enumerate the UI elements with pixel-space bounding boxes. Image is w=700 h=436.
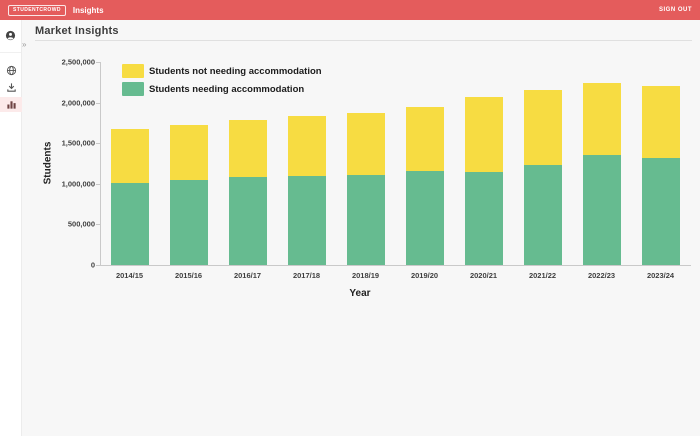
- y-tick-mark: [96, 102, 100, 104]
- sidebar: [0, 20, 22, 436]
- x-tick-label: 2015/16: [174, 271, 203, 280]
- bar-segment-not-needing[interactable]: [523, 89, 562, 166]
- y-axis-line: [100, 62, 101, 266]
- x-tick-label: 2017/18: [292, 271, 321, 280]
- sidebar-expand-chevron-icon[interactable]: »: [22, 40, 27, 49]
- app-name: Insights: [72, 5, 104, 15]
- x-tick-label: 2023/24: [646, 271, 675, 280]
- bar-segment-needing[interactable]: [169, 179, 208, 265]
- bar-segment-not-needing[interactable]: [110, 128, 149, 183]
- x-tick-label: 2022/23: [587, 271, 616, 280]
- x-tick-label: 2021/22: [528, 271, 557, 280]
- studentcrowd-logo[interactable]: STUDENTCROWD: [8, 4, 66, 16]
- x-axis-title: Year: [349, 288, 371, 299]
- y-tick-label: 500,000: [67, 219, 95, 229]
- x-tick-label: 2020/21: [469, 271, 498, 280]
- x-tick-label: 2018/19: [351, 271, 380, 280]
- bar-segment-not-needing[interactable]: [405, 107, 444, 171]
- bar-segment-needing[interactable]: [228, 177, 267, 265]
- bar-chart-icon[interactable]: [0, 97, 22, 112]
- y-tick-label: 2,000,000: [61, 98, 95, 108]
- bar-segment-not-needing[interactable]: [641, 86, 680, 158]
- bar-segment-needing[interactable]: [346, 174, 385, 265]
- legend-label: Students needing accommodation: [149, 83, 305, 95]
- globe-icon: [6, 65, 16, 76]
- app-header: STUDENTCROWD Insights SIGN OUT: [0, 0, 700, 20]
- bar-segment-needing[interactable]: [582, 155, 621, 265]
- y-tick-mark: [96, 62, 100, 63]
- bar-segment-needing[interactable]: [523, 165, 562, 265]
- bar-segment-not-needing[interactable]: [287, 116, 326, 177]
- x-axis-line: [100, 265, 691, 266]
- bar-segment-needing[interactable]: [641, 157, 680, 265]
- bar-segment-needing[interactable]: [464, 172, 503, 265]
- bar-segment-not-needing[interactable]: [582, 83, 621, 156]
- account-icon: [5, 30, 16, 41]
- chart-legend: Students not needing accommodation Studen…: [122, 62, 322, 98]
- y-tick-label: 1,500,000: [61, 138, 95, 148]
- bar-segment-needing[interactable]: [110, 182, 149, 265]
- bar-segment-not-needing[interactable]: [464, 96, 503, 173]
- bar-segment-needing[interactable]: [405, 170, 444, 265]
- bar-chart-icon: [6, 101, 16, 109]
- y-tick-label: 1,000,000: [61, 179, 95, 189]
- bar-segment-not-needing[interactable]: [346, 113, 385, 175]
- account-icon[interactable]: [0, 28, 21, 43]
- sidebar-account-section: [0, 20, 21, 53]
- legend-label: Students not needing accommodation: [149, 65, 322, 77]
- sign-out-button[interactable]: SIGN OUT: [658, 7, 692, 13]
- x-tick-label: 2019/20: [410, 271, 439, 280]
- x-tick-label: 2016/17: [233, 271, 262, 280]
- globe-icon[interactable]: [0, 63, 22, 78]
- y-tick-mark: [96, 143, 100, 145]
- legend-item[interactable]: Students needing accommodation: [122, 80, 322, 98]
- y-tick-label: 0: [90, 260, 95, 270]
- bar-segment-not-needing[interactable]: [228, 120, 267, 178]
- y-tick-mark: [96, 183, 100, 185]
- legend-item[interactable]: Students not needing accommodation: [122, 62, 322, 80]
- y-tick-mark: [96, 224, 100, 226]
- legend-swatch: [122, 82, 144, 96]
- title-divider: [35, 40, 692, 41]
- y-tick-label: 2,500,000: [61, 57, 95, 67]
- legend-swatch: [122, 64, 144, 78]
- download-icon: [6, 83, 16, 92]
- page-title: Market Insights: [35, 25, 119, 37]
- y-tick-mark: [96, 265, 100, 266]
- bar-segment-not-needing[interactable]: [169, 124, 208, 180]
- download-icon[interactable]: [0, 80, 22, 95]
- y-axis-title: Students: [42, 141, 54, 185]
- x-tick-label: 2014/15: [115, 271, 144, 280]
- bar-segment-needing[interactable]: [287, 176, 326, 265]
